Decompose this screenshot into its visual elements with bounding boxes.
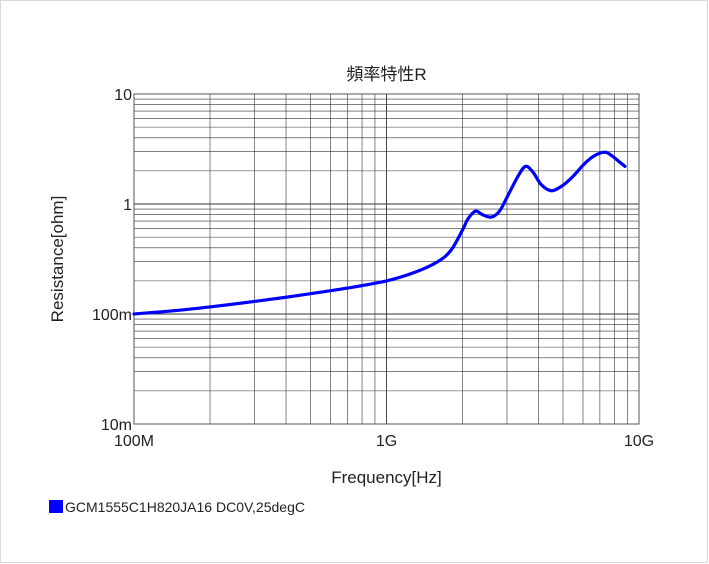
- chart-title: 頻率特性R: [346, 65, 426, 84]
- y-tick-label: 10m: [101, 417, 132, 434]
- y-tick-label: 10: [114, 87, 132, 104]
- y-axis: 10 1 100m 10m: [92, 87, 132, 434]
- legend: GCM1555C1H820JA16 DC0V,25degC: [49, 499, 305, 515]
- y-tick-label: 1: [123, 197, 132, 214]
- legend-swatch: [49, 500, 63, 513]
- legend-label: GCM1555C1H820JA16 DC0V,25degC: [65, 499, 305, 515]
- x-axis: 100M 1G 10G: [114, 433, 654, 450]
- x-tick-label: 10G: [624, 433, 654, 450]
- x-tick-label: 100M: [114, 433, 154, 450]
- series-layer: [132, 150, 627, 316]
- x-tick-label: 1G: [376, 433, 397, 450]
- y-tick-label: 100m: [92, 307, 132, 324]
- series-line: [132, 150, 627, 316]
- grid: [133, 93, 640, 425]
- x-axis-title: Frequency[Hz]: [331, 468, 442, 487]
- y-axis-title: Resistance[ohm]: [48, 196, 67, 323]
- plot-area: [133, 93, 640, 425]
